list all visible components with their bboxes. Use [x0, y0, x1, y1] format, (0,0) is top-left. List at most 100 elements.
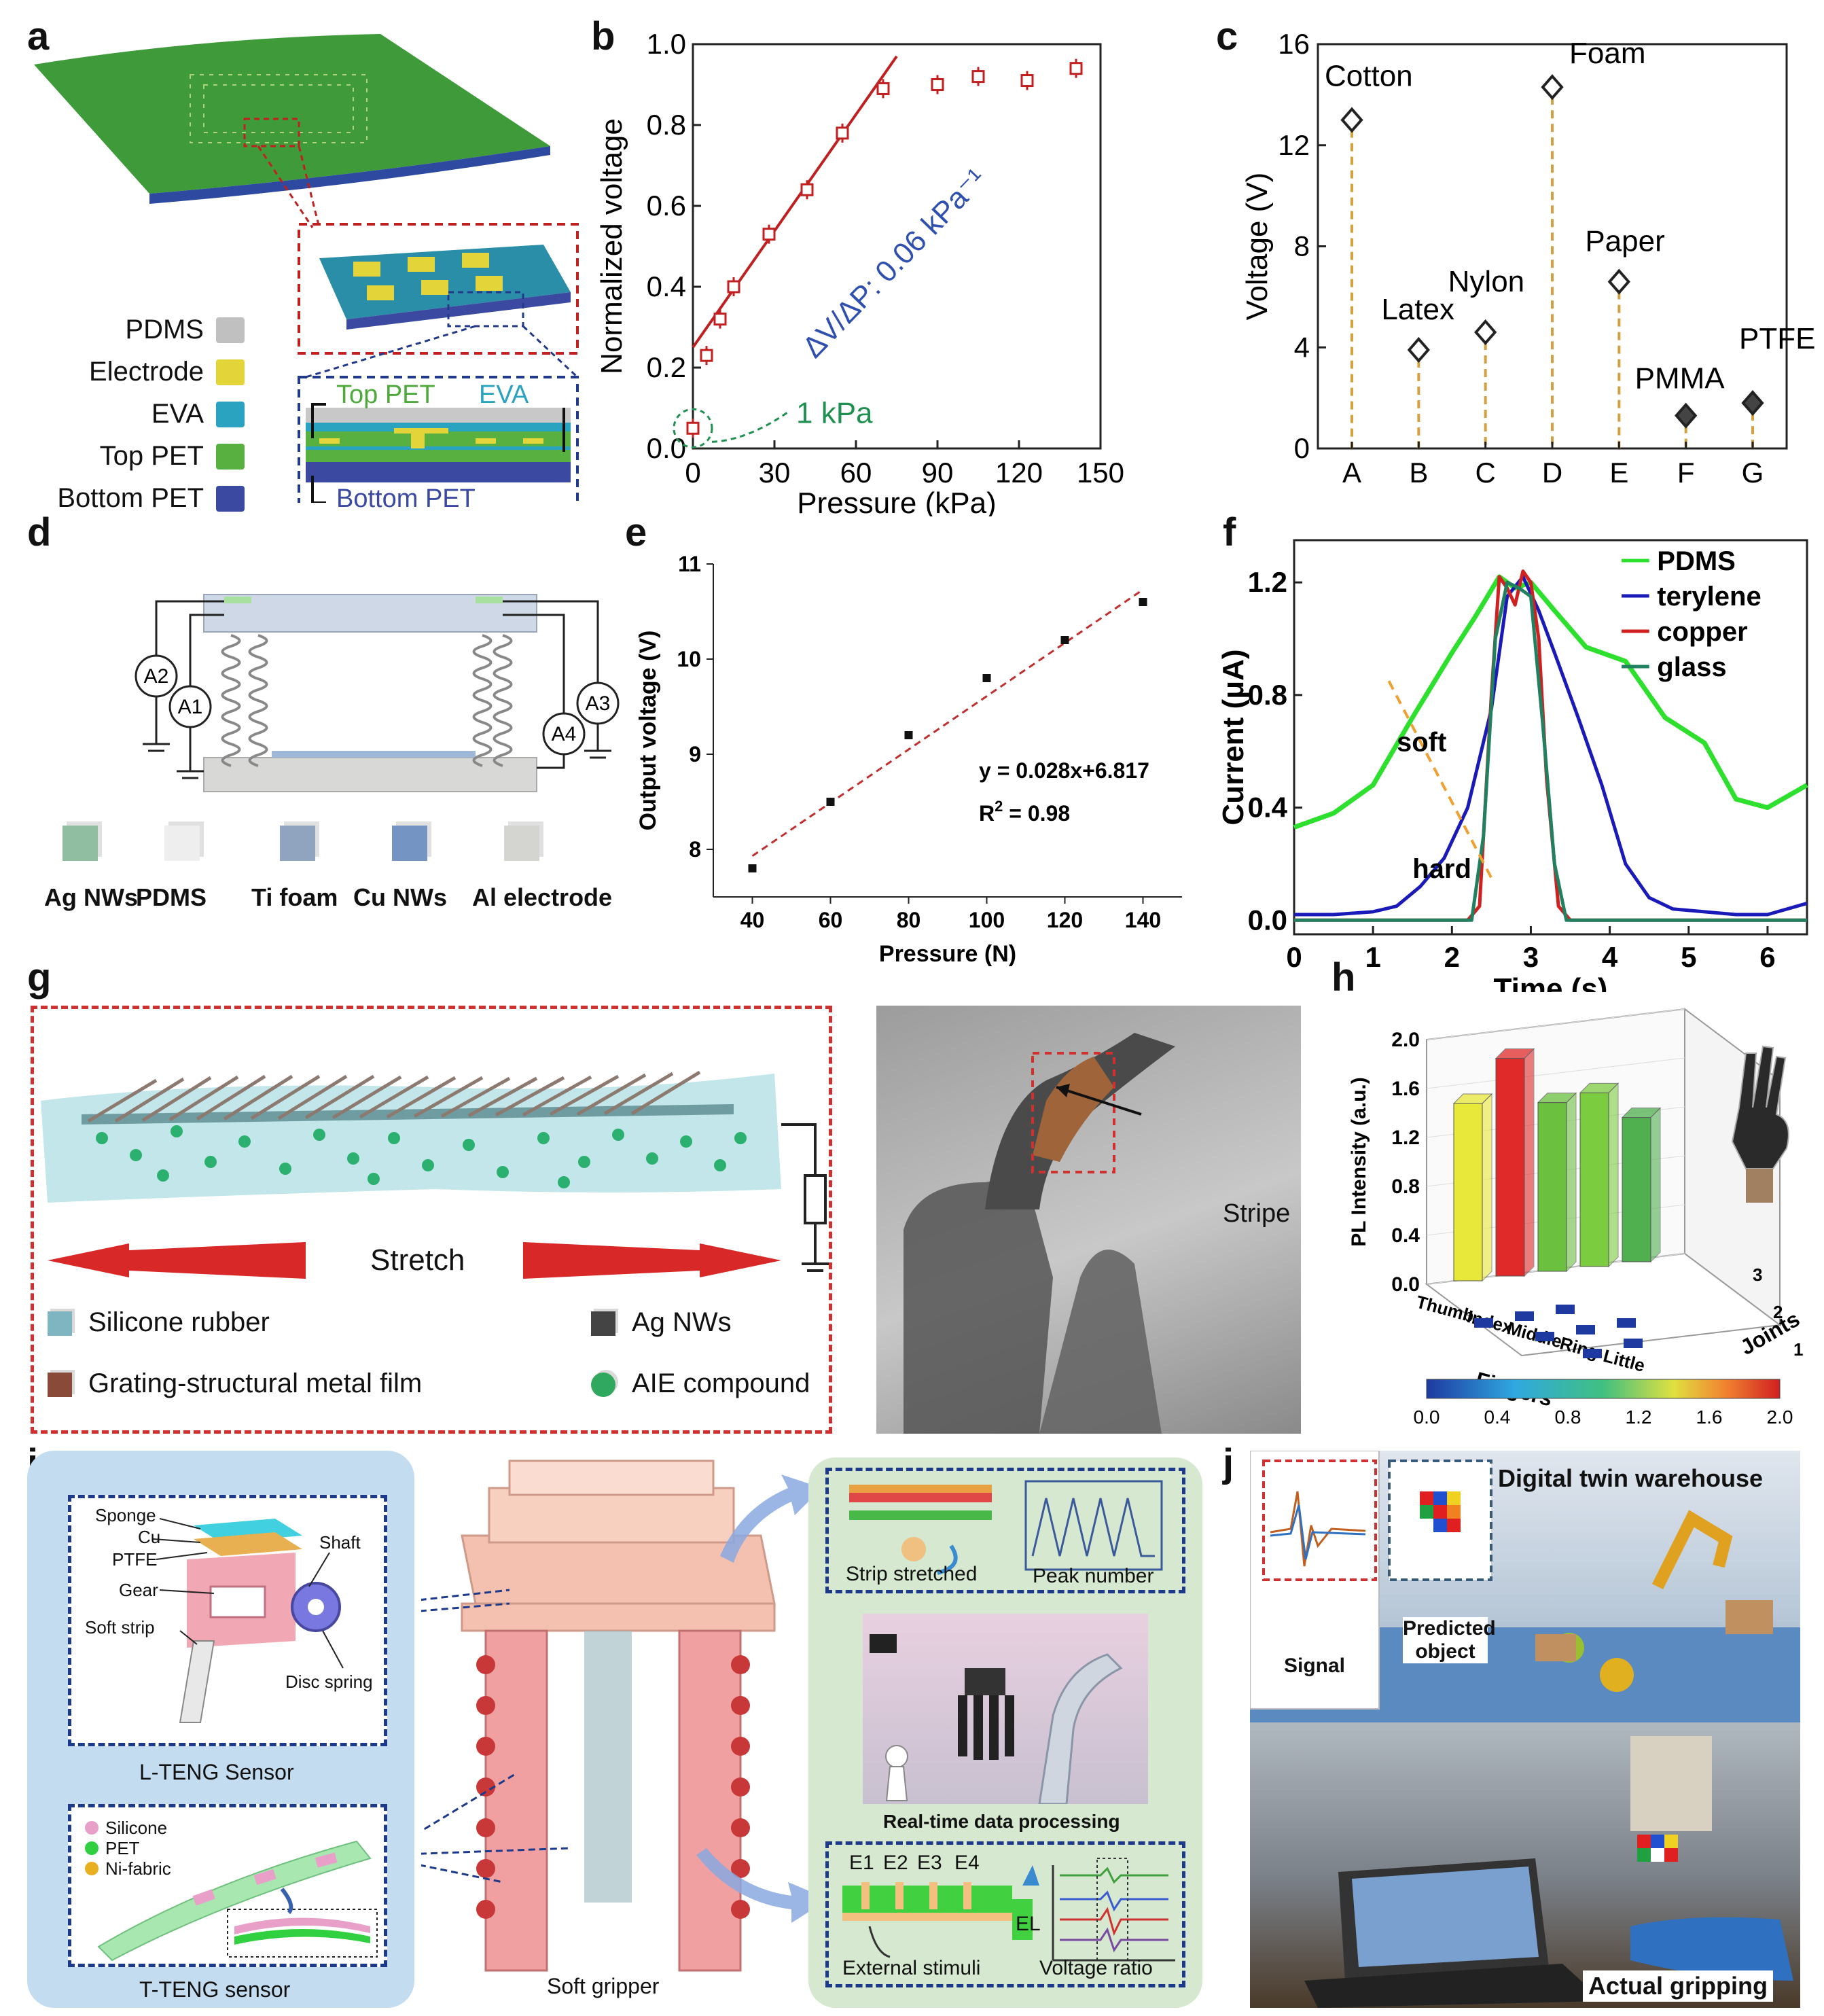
material-cube — [164, 826, 200, 861]
electrode-e1: E1 — [849, 1852, 874, 1874]
bar — [1622, 1117, 1651, 1262]
panel-label-h: h — [1331, 955, 1356, 1000]
label-gear: Gear — [119, 1580, 158, 1600]
data-point — [1069, 62, 1083, 75]
voltage-drawing — [842, 1858, 1175, 1962]
y-tick-label: 1.6 — [1391, 1078, 1420, 1100]
panel-label-b: b — [591, 14, 615, 58]
strip-drawing — [849, 1480, 1163, 1575]
colorbar-tick: 2.0 — [1767, 1407, 1793, 1428]
x-tick-label: 60 — [819, 908, 843, 932]
x-tick-label: 60 — [840, 457, 872, 489]
t-teng-drawing — [85, 1821, 378, 1962]
x-tick-label: 1 — [1365, 941, 1380, 973]
panel-label-e: e — [625, 510, 647, 554]
panel-g-frame — [31, 1006, 832, 1434]
legend-a-label: Bottom PET — [57, 483, 204, 513]
joint-tile — [1624, 1339, 1643, 1348]
legend-a-swatch — [216, 402, 245, 427]
callout-bottom-pet: Bottom PET — [336, 484, 476, 513]
legend-a-label: PDMS — [125, 315, 204, 344]
colorbar-tick: 0.4 — [1484, 1407, 1511, 1428]
legend-label: PDMS — [1657, 546, 1736, 576]
y-tick-label: 0.4 — [1391, 1224, 1420, 1247]
x-tick-label: 90 — [922, 457, 954, 489]
panel-d-illustration: A2 A1 A4 A3 — [135, 594, 620, 792]
y-tick-label: 0.2 — [647, 351, 686, 383]
chart-f: 0 1 2 3 4 5 6 0.0 0.4 0.8 1.2 Time (s) Current (μA) P… — [1217, 539, 1808, 1006]
y-tick-label: 2.0 — [1391, 1029, 1420, 1051]
y-tick-label: 4 — [1294, 331, 1310, 363]
legend-g-swatch — [48, 1373, 72, 1397]
plot-frame — [692, 43, 1102, 450]
legend-label: copper — [1657, 617, 1747, 647]
strip-stretched: Strip stretched — [846, 1563, 978, 1585]
panel-d: A2 A1 A4 A3 Ag NWs PDMS Ti foam Cu NWs Al el… — [0, 516, 625, 951]
legend-a-label: Top PET — [99, 441, 204, 471]
label-shaft: Shaft — [319, 1532, 361, 1553]
x-tick-label: 2 — [1444, 941, 1460, 973]
colorbar-tick: 0.0 — [1414, 1407, 1440, 1428]
data-point — [1741, 390, 1764, 417]
data-point — [686, 421, 700, 435]
l-teng-drawing — [152, 1518, 344, 1723]
electrode-e4: E4 — [954, 1852, 980, 1874]
material-cube — [504, 826, 539, 861]
x-tick-label: B — [1409, 457, 1428, 489]
y-axis-label: Output voltage (V) — [635, 631, 661, 831]
y-tick-label: 0.8 — [1248, 679, 1287, 711]
data-point — [931, 78, 944, 91]
aie-particles — [96, 1125, 747, 1188]
legend-a-swatch — [216, 317, 245, 343]
r-squared-value: = 0.98 — [1003, 801, 1070, 826]
joint-tile — [1474, 1318, 1493, 1328]
joint-tile — [1515, 1311, 1534, 1321]
x-tick-label: E — [1609, 457, 1628, 489]
x-tick-label: 30 — [759, 457, 791, 489]
ammeters: A2 A1 A4 A3 — [135, 654, 620, 756]
hand-glyph — [1731, 1045, 1789, 1169]
label-disc-spring: Disc spring — [285, 1672, 373, 1692]
y-tick-label: 0.4 — [1248, 792, 1288, 824]
meter-a4: A4 — [552, 723, 577, 745]
y-tick-label: 8 — [1294, 230, 1310, 262]
annotation-slope: ΔV/ΔP: 0.06 kPa⁻¹ — [796, 162, 993, 364]
soft-hard-arrow — [1387, 680, 1493, 879]
panel-label-j: j — [1223, 1441, 1234, 1485]
point-label: Nylon — [1448, 265, 1525, 298]
panel-h: 0.0 0.4 0.8 1.2 1.6 2.0 PL Intensity (a.u.) Thu… — [1331, 992, 1824, 1440]
joint-tile — [1617, 1318, 1636, 1328]
panel-label-d: d — [27, 510, 52, 554]
y-tick-label: 8 — [689, 837, 701, 862]
fit-line — [692, 55, 898, 349]
r-squared-label: R — [979, 801, 995, 826]
wires — [143, 600, 611, 779]
data-point — [700, 349, 713, 362]
data-point — [1607, 268, 1630, 295]
chart-e: 40 60 80 100 120 140 8 9 10 11 Pressure (N) Output … — [635, 552, 1182, 967]
series-line-glass — [1294, 580, 1807, 922]
l-teng-title: L-TENG Sensor — [139, 1760, 294, 1784]
callout-eva: EVA — [479, 381, 529, 409]
panel-g-illustration — [41, 1070, 829, 1279]
y-axis-label: Normalized voltage — [595, 118, 628, 374]
bar-side — [1524, 1048, 1535, 1277]
y-tick-label: 1.2 — [1391, 1127, 1420, 1149]
x-tick-label: 80 — [897, 908, 921, 932]
highlight-circle — [673, 408, 713, 448]
annotation-point: 1 kPa — [796, 396, 873, 429]
panel-g: Stretch Silicone rubber Ag NWs Grating-str… — [0, 992, 1311, 1440]
label-soft-strip: Soft strip — [85, 1617, 155, 1638]
y-tick-label: 0.8 — [1391, 1175, 1420, 1198]
bar — [1537, 1102, 1567, 1272]
panel-g-legend: Silicone rubber Ag NWs Grating-structural … — [48, 1305, 815, 1420]
chart-c: 0 4 8 12 16 Voltage (V) A Cotton B Latex C Nylon D Fo… — [1240, 28, 1815, 489]
grating-lines — [87, 1070, 701, 1123]
t-legend-silicone: Silicone — [105, 1818, 168, 1838]
robot-hand-drawing — [904, 1033, 1175, 1434]
t-teng-title: T-TENG sensor — [139, 1977, 291, 2002]
legend-a-item: EVA — [27, 393, 251, 436]
label-cu: Cu — [138, 1527, 161, 1547]
panel-e: 40 60 80 100 120 140 8 9 10 11 Pressure (N) Output … — [625, 516, 1223, 978]
data-point — [982, 674, 991, 682]
